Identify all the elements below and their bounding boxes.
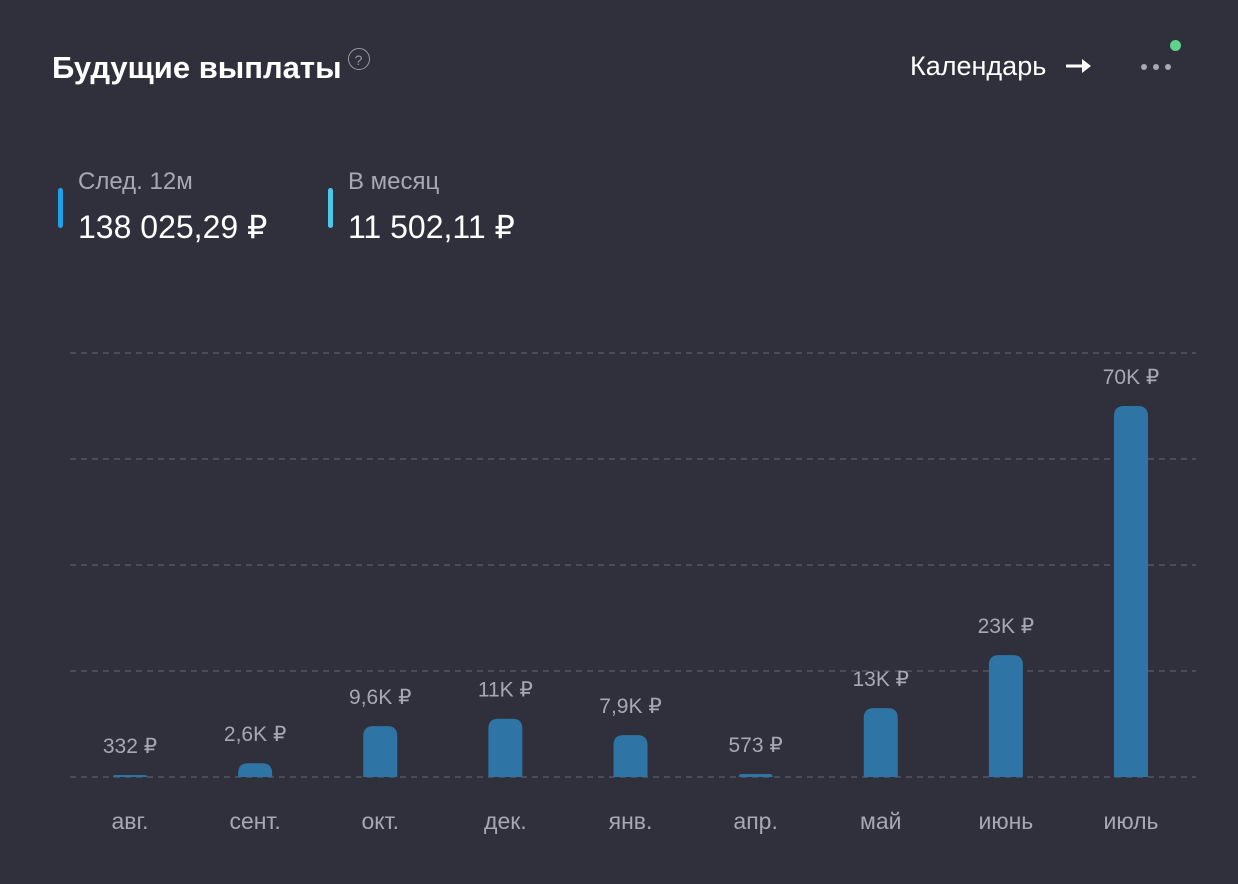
card-title: Будущие выплаты [52, 50, 342, 85]
stat-value: 138 025,29 ₽ [78, 209, 268, 245]
bar-value-label: 23K ₽ [978, 615, 1035, 638]
more-options-icon[interactable] [1136, 52, 1180, 82]
calendar-link-label: Календарь [910, 50, 1047, 81]
notification-dot [1170, 40, 1181, 51]
bar-value-label: 2,6K ₽ [224, 723, 286, 746]
card-header: Будущие выплаты ? [52, 44, 370, 92]
arrow-right-icon [1066, 59, 1092, 73]
x-tick-label: июль [1104, 808, 1159, 834]
bar-value-label: 573 ₽ [729, 734, 783, 757]
bar-value-label: 7,9K ₽ [599, 695, 661, 718]
x-tick-label: авг. [112, 808, 149, 834]
bar-5[interactable] [738, 773, 773, 777]
stat-indicator [328, 188, 333, 228]
x-tick-label: янв. [609, 808, 653, 834]
x-tick-label: дек. [484, 808, 527, 834]
x-tick-label: сент. [229, 808, 280, 834]
bar-8[interactable] [1114, 406, 1148, 777]
bar-7[interactable] [988, 655, 1023, 777]
bar-value-label: 13K ₽ [852, 668, 909, 691]
x-tick-label: окт. [362, 808, 400, 834]
stat-label: В месяц [348, 168, 440, 195]
x-tick-label: июнь [978, 808, 1033, 834]
bar-1[interactable] [238, 763, 273, 777]
stat-label: След. 12м [78, 168, 193, 195]
stat-indicator [58, 188, 63, 228]
bar-3[interactable] [488, 718, 523, 777]
bar-2[interactable] [363, 726, 398, 777]
calendar-link[interactable]: Календарь [910, 44, 1092, 88]
bar-value-label: 70K ₽ [1103, 366, 1160, 389]
bar-value-label: 9,6K ₽ [349, 686, 411, 709]
bar-value-label: 332 ₽ [103, 735, 157, 758]
bar-6[interactable] [863, 708, 898, 777]
bar-4[interactable] [613, 735, 648, 777]
x-tick-label: май [860, 808, 901, 834]
stat-value: 11 502,11 ₽ [348, 209, 515, 245]
bar-0[interactable] [113, 775, 147, 777]
bar-value-label: 11K ₽ [478, 679, 533, 702]
help-icon[interactable]: ? [347, 48, 370, 70]
x-tick-label: апр. [733, 808, 777, 834]
